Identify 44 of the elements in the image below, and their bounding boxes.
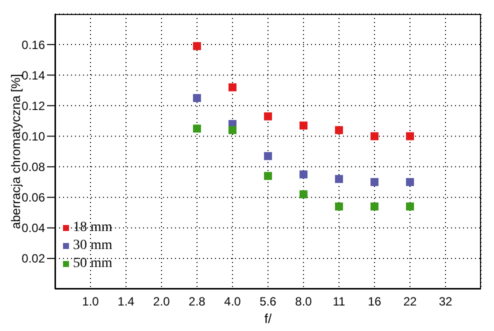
point [264, 172, 272, 180]
point [264, 152, 272, 160]
y-tick-label: 0.10 [22, 129, 46, 144]
point [193, 124, 201, 133]
legend-label: 18 mm [73, 220, 112, 235]
point [370, 202, 378, 210]
point [370, 132, 378, 140]
point [228, 83, 236, 92]
y-tick-label: 0.04 [22, 221, 46, 236]
point [335, 202, 343, 210]
x-tick-label: 1.4 [118, 294, 135, 309]
x-tick-label: 4.0 [224, 294, 242, 309]
y-tick-label: 0.12 [22, 98, 46, 113]
x-tick-label: 1.0 [82, 294, 100, 309]
point [406, 202, 414, 210]
point [370, 178, 378, 186]
x-tick-label: 2.8 [188, 294, 206, 309]
point [300, 190, 308, 198]
point [264, 112, 272, 120]
y-axis-title: aberracja chromatyczna [%] [9, 74, 23, 229]
point [300, 170, 308, 178]
legend-label: 30 mm [73, 238, 112, 253]
x-tick-label: 22 [403, 294, 417, 309]
x-tick-label: 5.6 [260, 294, 277, 309]
x-tick-label: 32 [438, 294, 452, 309]
y-tick-label: 0.14 [22, 68, 46, 82]
x-tick-label: 2.0 [153, 294, 170, 309]
point [193, 42, 201, 50]
y-tick-label: 0.16 [22, 38, 46, 52]
point [335, 126, 343, 134]
point [406, 178, 414, 186]
point [406, 132, 414, 140]
point [193, 94, 201, 102]
x-tick-label: 11 [332, 294, 346, 309]
x-axis-title: f/ [264, 311, 272, 326]
legend-label: 50 mm [73, 256, 112, 271]
x-tick-label: 8.0 [295, 294, 312, 309]
x-tick-label: 16 [368, 294, 382, 309]
point [228, 126, 236, 134]
point [300, 122, 308, 130]
y-tick-label: 0.06 [22, 190, 46, 205]
y-tick-label: 0.02 [22, 252, 46, 266]
y-tick-label: 0.08 [22, 160, 46, 174]
point [335, 175, 343, 183]
